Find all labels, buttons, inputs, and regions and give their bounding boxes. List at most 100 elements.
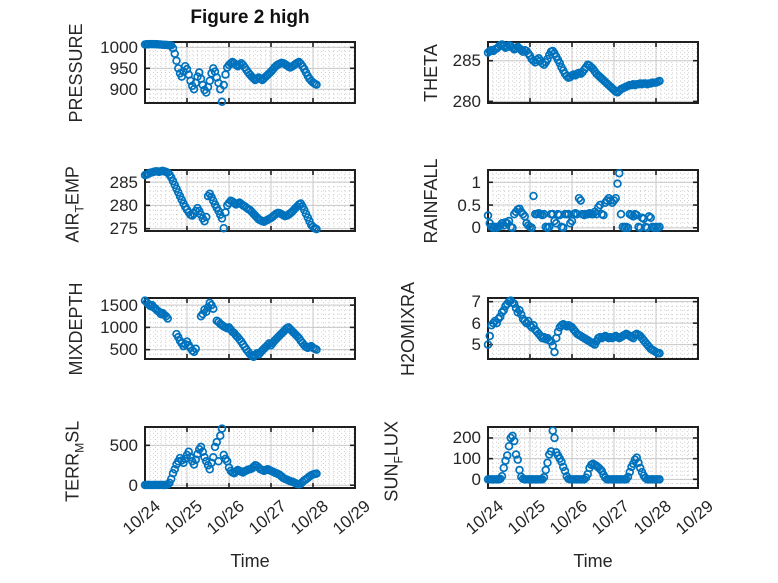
data-point	[636, 463, 645, 473]
ytick-label-pressure: 1000	[100, 37, 138, 57]
data-point	[312, 469, 321, 478]
ytick-label-sun-flux: 0	[471, 469, 481, 489]
data-point	[212, 73, 221, 82]
data-point	[212, 437, 221, 447]
data-point	[629, 459, 638, 469]
data-point	[205, 76, 214, 86]
data-point	[611, 193, 621, 203]
data-point	[558, 462, 568, 472]
scatter-series-h2omixra	[483, 296, 664, 358]
ylabel-sun-flux: SUNFLUX	[382, 351, 409, 571]
scatter-series-air-temp	[140, 166, 321, 234]
data-point	[623, 472, 633, 482]
data-point	[200, 216, 209, 226]
data-point	[182, 64, 192, 74]
ytick-label-sun-flux: 200	[452, 428, 481, 448]
data-point	[483, 340, 493, 349]
data-point	[312, 345, 321, 354]
data-point	[210, 442, 220, 452]
data-point	[516, 310, 526, 319]
ytick-label-pressure: 900	[109, 79, 138, 99]
data-point	[553, 327, 563, 336]
scatter-series-terr-msl	[140, 424, 321, 490]
data-point	[189, 460, 199, 469]
data-point	[201, 457, 211, 466]
data-point	[219, 223, 228, 233]
data-point	[201, 307, 211, 317]
data-point	[548, 426, 557, 435]
data-point	[546, 447, 556, 456]
data-point	[217, 214, 227, 223]
data-point	[550, 433, 559, 443]
data-point	[249, 462, 258, 472]
data-point	[557, 457, 566, 466]
ylabel-terr-msl: TERRMSL	[63, 351, 90, 571]
ytick-label-terr-msl: 500	[109, 435, 138, 455]
data-point	[537, 475, 547, 484]
data-point	[529, 321, 538, 330]
data-point	[646, 213, 656, 223]
data-point	[201, 88, 211, 97]
data-point	[191, 344, 200, 354]
data-point	[625, 467, 635, 477]
ylabel-text: TERR	[62, 452, 83, 502]
data-point	[576, 196, 585, 205]
data-point	[217, 424, 227, 433]
ytick-label-air-temp: 285	[109, 172, 138, 192]
data-point	[219, 80, 228, 90]
data-point	[511, 450, 521, 459]
data-point	[509, 299, 519, 309]
ytick-label-air-temp: 280	[109, 195, 138, 215]
subplot-mixdepth	[140, 296, 356, 362]
data-point	[501, 456, 510, 465]
data-point	[214, 457, 223, 466]
data-point	[497, 471, 507, 481]
ytick-label-mixdepth: 500	[109, 340, 138, 360]
data-point	[655, 222, 664, 232]
data-point	[200, 453, 209, 462]
data-point	[503, 42, 512, 52]
ylabel-subscript: F	[391, 455, 406, 464]
ytick-label-rainfall: 0	[471, 218, 481, 238]
axes-box	[487, 41, 699, 104]
data-point	[180, 454, 190, 464]
data-point	[523, 316, 533, 326]
data-point	[215, 431, 225, 441]
ylabel-text: SUN	[381, 463, 402, 502]
subplot-rainfall	[483, 168, 699, 233]
data-point	[312, 224, 321, 234]
ylabel-text: EMP	[62, 165, 83, 205]
data-point	[516, 45, 526, 55]
data-point	[599, 210, 608, 220]
data-point	[172, 56, 181, 66]
data-point	[615, 168, 624, 178]
data-point	[508, 223, 517, 233]
data-point	[496, 312, 505, 321]
data-point	[529, 191, 538, 201]
ytick-label-h2omixra: 5	[471, 335, 481, 355]
data-point	[499, 305, 509, 315]
ytick-label-mixdepth: 1000	[100, 317, 138, 337]
data-point	[168, 44, 178, 53]
data-point	[537, 58, 547, 68]
data-point	[655, 76, 664, 86]
axes-box	[487, 169, 699, 232]
data-point	[543, 54, 552, 64]
ytick-label-rainfall: 1	[471, 172, 481, 192]
scatter-series-mixdepth	[140, 296, 321, 362]
subplot-terr-msl	[140, 424, 356, 490]
figure-title: Figure 2 high	[190, 7, 310, 28]
data-point	[555, 58, 564, 68]
data-point	[655, 475, 664, 484]
data-point	[558, 223, 568, 233]
data-point	[544, 222, 554, 232]
ytick-label-theta: 280	[452, 91, 481, 111]
data-point	[527, 223, 536, 233]
data-point	[503, 451, 512, 460]
data-point	[655, 348, 664, 358]
ylabel-subscript: M	[72, 442, 87, 453]
ytick-label-pressure: 950	[109, 58, 138, 78]
data-point	[208, 304, 218, 313]
scatter-series-pressure	[140, 39, 321, 106]
